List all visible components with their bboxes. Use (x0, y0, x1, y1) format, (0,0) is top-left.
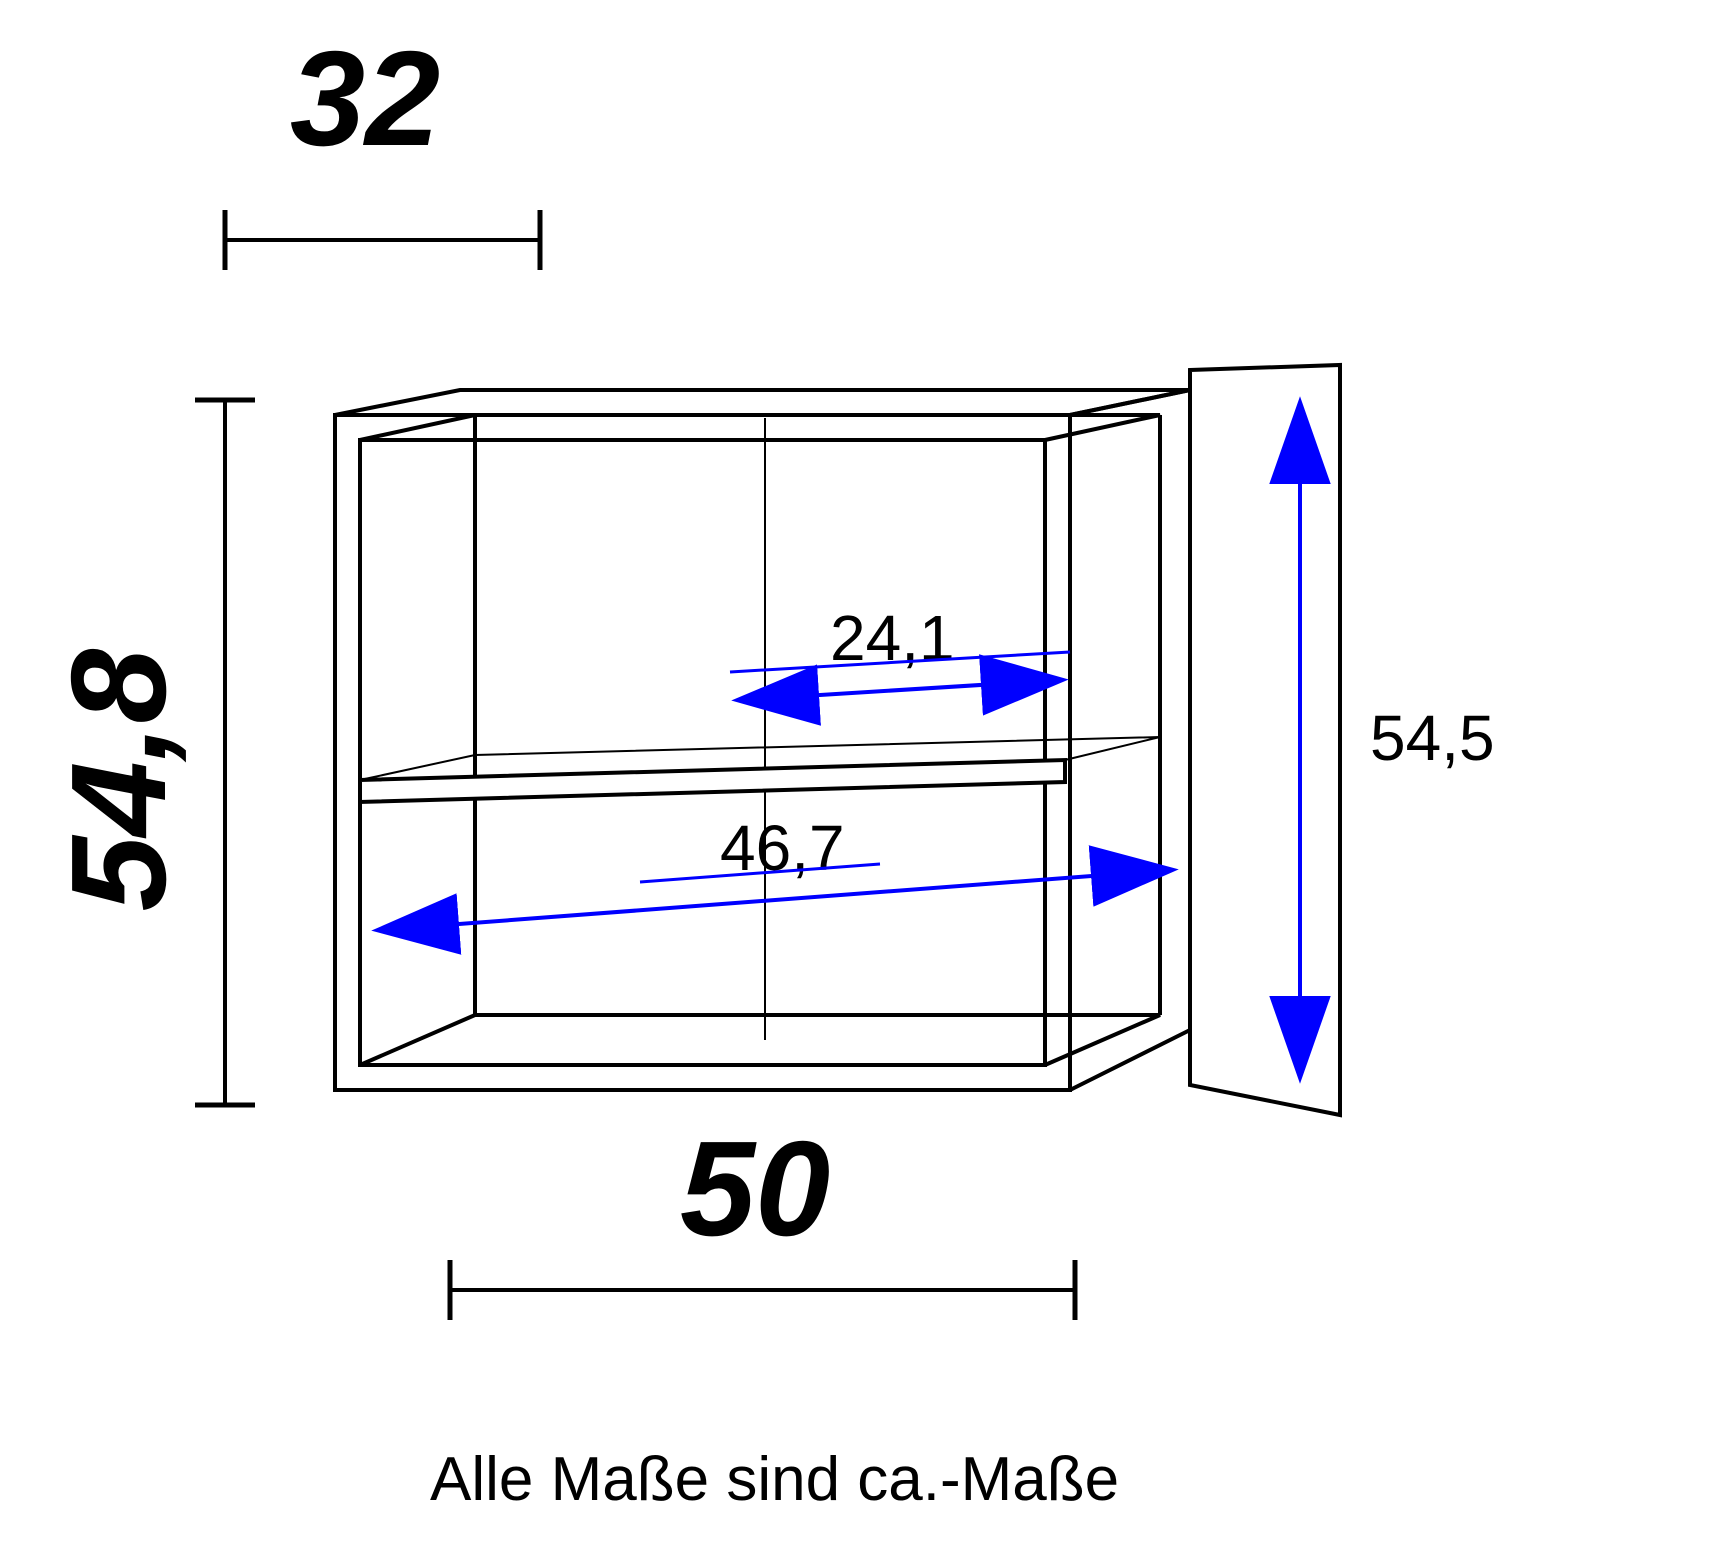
door-height-label: 54,5 (1370, 702, 1495, 774)
width-label: 50 (680, 1113, 830, 1264)
caption-text: Alle Maße sind ca.-Maße (430, 1445, 1119, 1514)
height-label: 54,8 (43, 649, 194, 912)
depth-label: 32 (290, 23, 440, 174)
